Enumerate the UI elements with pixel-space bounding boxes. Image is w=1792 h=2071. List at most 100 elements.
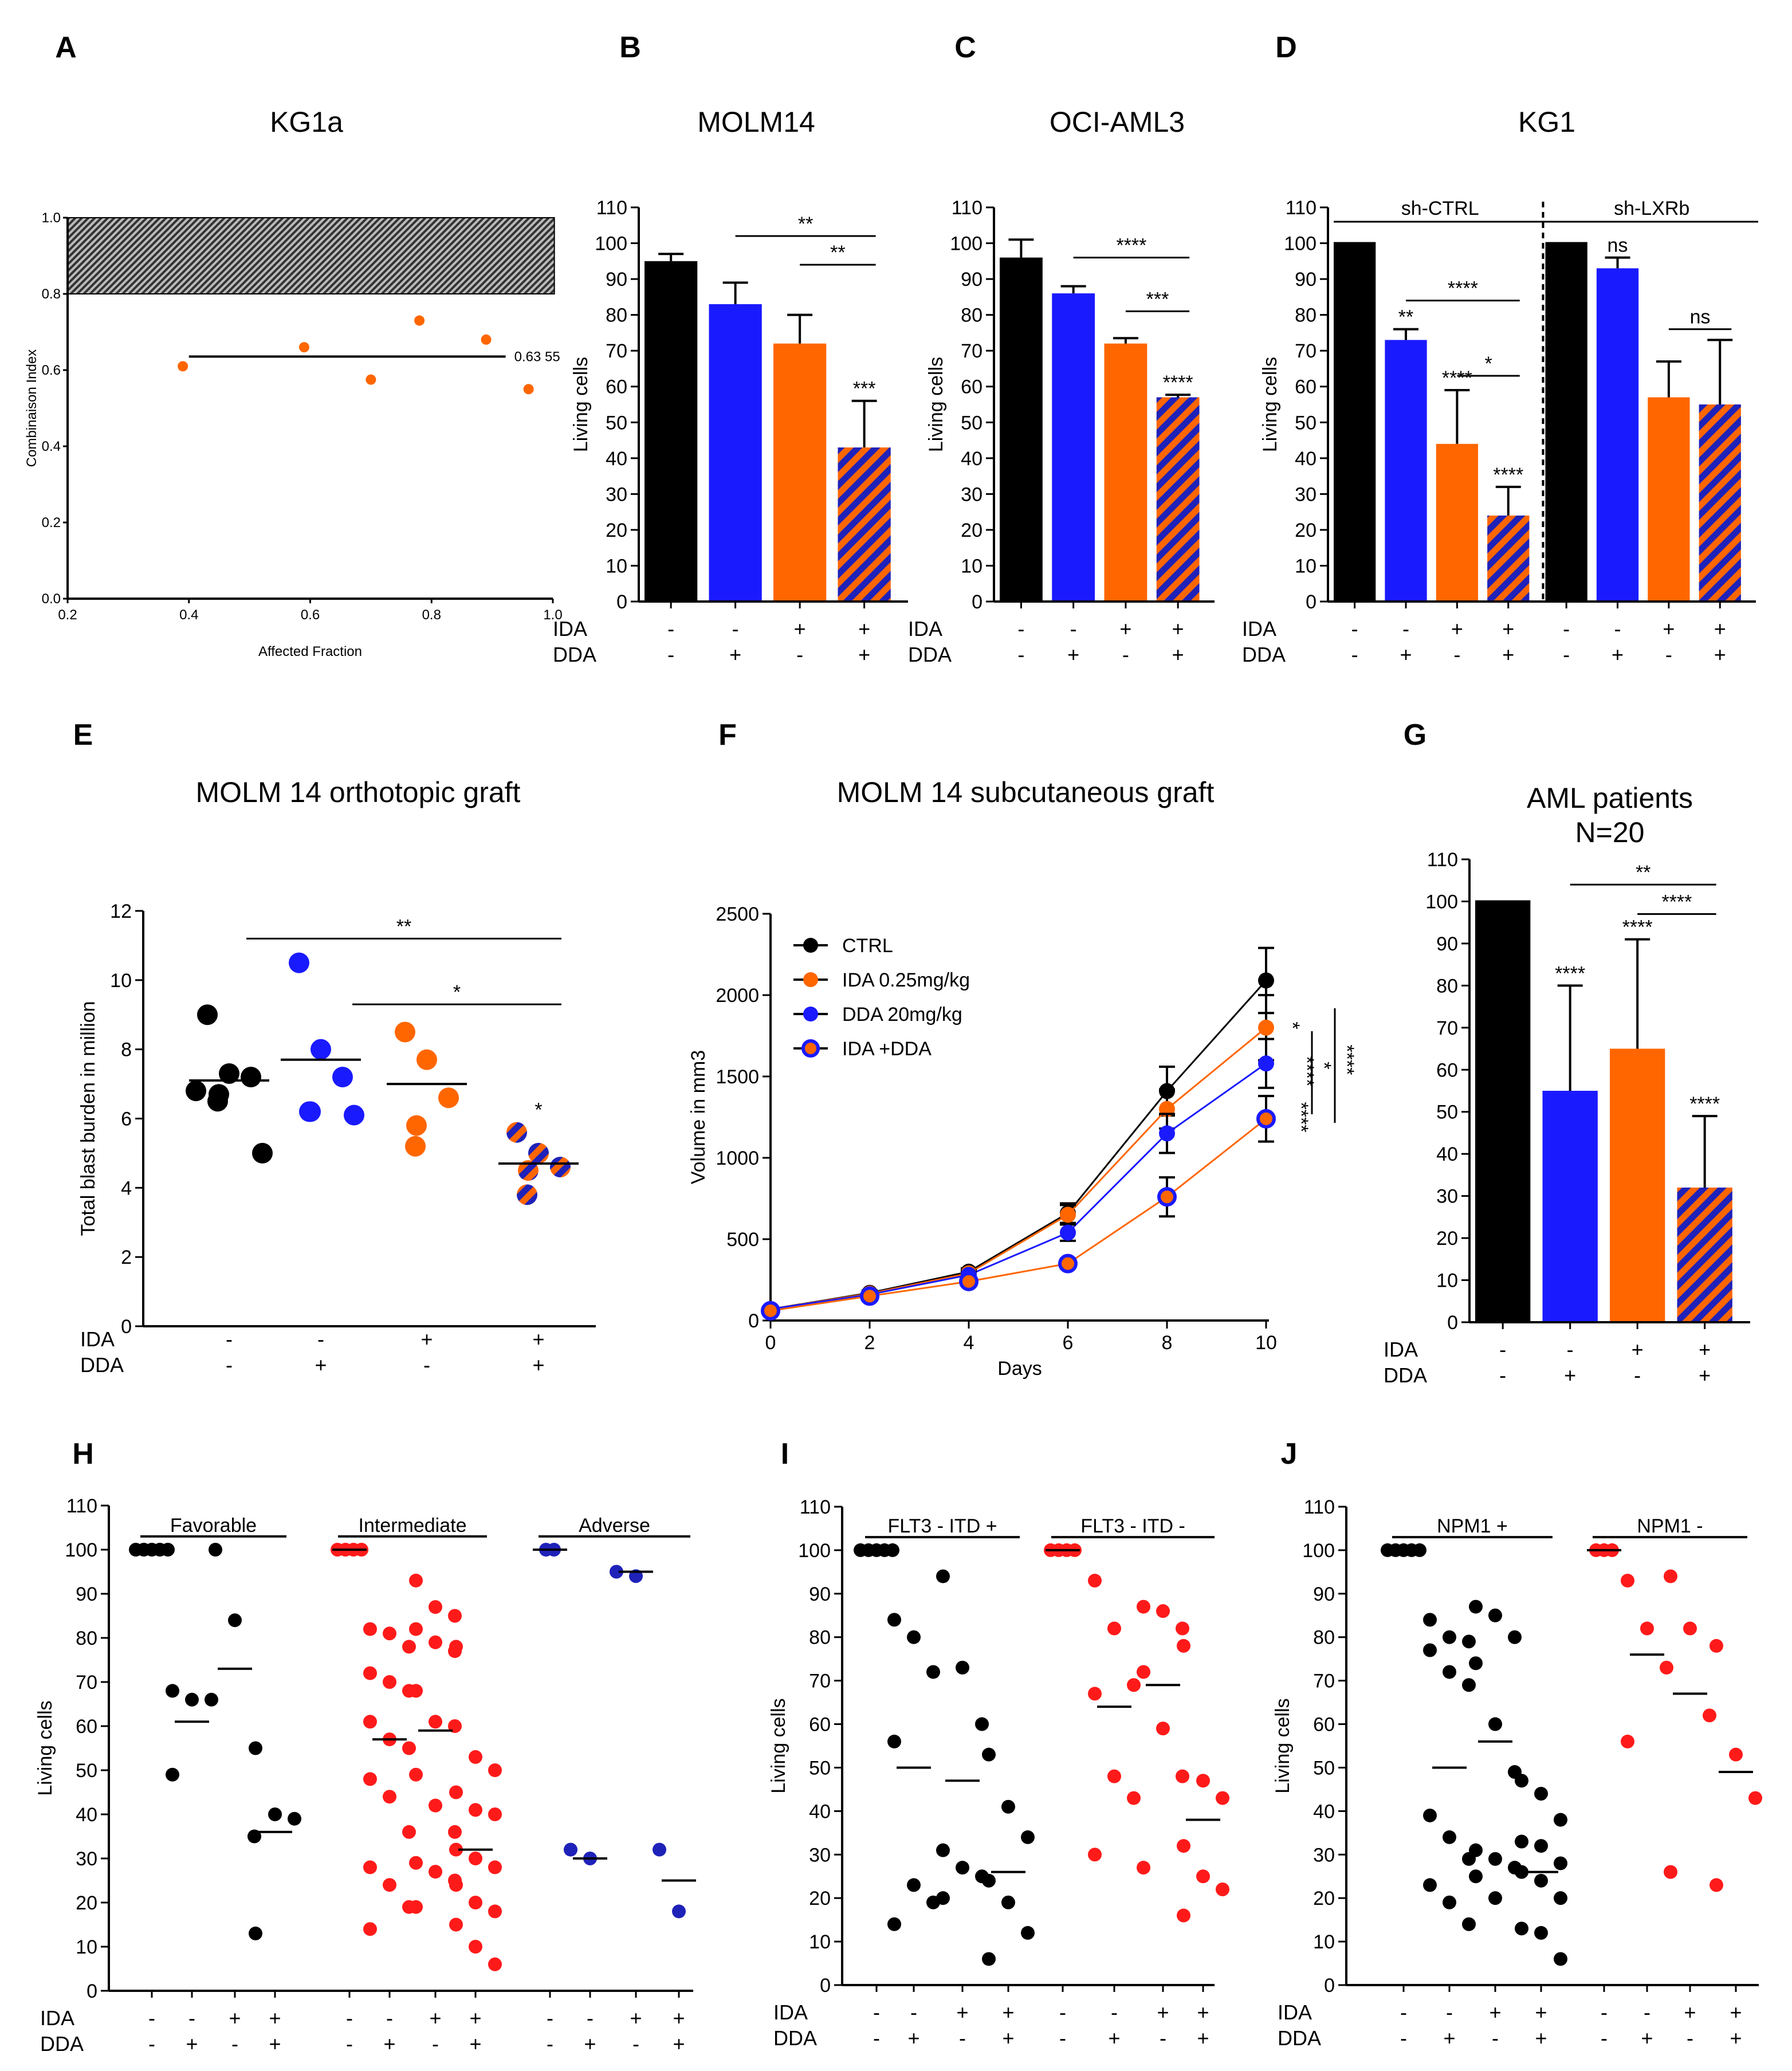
panel-E-point [332, 1067, 353, 1087]
panel-G-subtitle: N=20 [1575, 816, 1645, 848]
panel-I-point [1001, 1799, 1015, 1814]
panel-I-point [982, 1873, 996, 1888]
panel-H-point [166, 1767, 179, 1782]
panel-H-y-tick-label: 100 [65, 1539, 97, 1561]
panel-I-ida-sign: + [1157, 2001, 1169, 2024]
panel-H-y-tick-label: 110 [66, 1495, 97, 1517]
panel-I-dda-sign: - [1160, 2026, 1166, 2050]
panel-C-y-tick-label: 30 [961, 484, 983, 505]
panel-H-point [672, 1904, 686, 1919]
panel-J-point [1488, 1608, 1502, 1622]
panel-F-legend-label: DDA 20mg/kg [842, 1004, 962, 1025]
panel-J-point [1554, 1856, 1567, 1870]
panel-H-ida-sign: - [346, 2006, 353, 2030]
panel-J-y-tick-label: 50 [1313, 1757, 1335, 1779]
panel-F-y-tick-label: 1000 [716, 1148, 759, 1169]
panel-H-ida-sign: - [148, 2006, 155, 2030]
panel-C-ida-sign: + [1119, 617, 1131, 640]
panel-F-letter: F [718, 718, 737, 752]
panel-A-y-tick-label: 0.0 [42, 591, 61, 607]
panel-D-y-tick-label: 90 [1295, 269, 1317, 290]
panel-I-point [1177, 1638, 1190, 1653]
panel-A-point [366, 374, 376, 385]
panel-H-dda-sign: - [148, 2032, 155, 2056]
panel-D-bar [1385, 340, 1427, 602]
panel-J: J 0 10 20 30 40 50 60 70 80 90 100 110 Living cells NP… [1272, 1437, 1762, 2050]
panel-F-legend-marker [803, 972, 818, 987]
panel-E-y-tick-label: 10 [110, 970, 132, 992]
panel-E-title: MOLM 14 orthotopic graft [196, 776, 521, 808]
panel-E-point [518, 1160, 539, 1181]
panel-G-ida-sign: - [1499, 1338, 1506, 1361]
panel-H-dda-sign: - [231, 2032, 238, 2056]
panel-F-point [1159, 1125, 1175, 1142]
panel-D-row-label-ida: IDA [1242, 617, 1276, 640]
panel-I-point [1137, 1600, 1150, 1614]
panel-I-point [936, 1891, 950, 1905]
panel-G-ida-sign: - [1567, 1338, 1574, 1361]
panel-J-y-tick-label: 40 [1313, 1801, 1335, 1822]
panel-E-point [550, 1157, 571, 1178]
panel-F-point [1258, 1019, 1274, 1036]
panel-J-point [1443, 1895, 1456, 1909]
panel-H-point [488, 1763, 502, 1777]
panel-I-point [907, 1630, 921, 1644]
panel-J-y-tick-label: 110 [1304, 1496, 1335, 1518]
panel-D-row-label-dda: DDA [1242, 643, 1286, 666]
panel-D-ida-sign: - [1402, 617, 1409, 640]
panel-C-y-tick-label: 110 [952, 197, 983, 219]
panel-D-sig-label: ns [1690, 306, 1711, 328]
panel-J-ida-sign: + [1535, 2001, 1547, 2024]
panel-I-point [975, 1717, 989, 1731]
panel-J-dda-sign: - [1492, 2026, 1499, 2050]
panel-B-bar [709, 304, 762, 602]
panel-J-y-tick-label: 80 [1313, 1627, 1335, 1649]
panel-F-title: MOLM 14 subcutaneous graft [837, 776, 1215, 808]
panel-D-y-tick-label: 0 [1306, 591, 1317, 613]
panel-H-dda-sign: + [269, 2032, 281, 2056]
panel-D-ida-sign: + [1502, 617, 1514, 640]
panel-C-y-tick-label: 10 [961, 555, 983, 577]
panel-H-y-tick-label: 70 [76, 1672, 97, 1693]
panel-J-point [1423, 1808, 1437, 1822]
panel-J-point [1534, 1925, 1548, 1940]
panel-B-bar [773, 343, 827, 602]
panel-H-point [429, 1865, 442, 1879]
panel-J-ida-sign: - [1601, 2001, 1608, 2024]
panel-B-bar [645, 261, 698, 602]
panel-F-point [1060, 1224, 1076, 1241]
panel-H-y-tick-label: 20 [76, 1892, 97, 1914]
panel-H-point [449, 1878, 463, 1892]
panel-J-point [1443, 1830, 1456, 1844]
panel-F-xlabel: Days [997, 1358, 1042, 1380]
panel-I-point [907, 1878, 921, 1892]
panel-I-point [1127, 1678, 1141, 1692]
panel-A-x-tick-label: 0.6 [301, 607, 320, 623]
panel-D-y-tick-label: 10 [1295, 555, 1317, 577]
panel-I-point [936, 1569, 950, 1583]
panel-E: E MOLM 14 orthotopic graft 0 2 4 6 8 10 12 Total … [73, 718, 596, 1377]
panel-I-point [1196, 1774, 1210, 1788]
panel-C-bar [1104, 343, 1147, 602]
panel-H-ida-sign: + [630, 2006, 642, 2030]
panel-D-y-tick-label: 30 [1295, 484, 1317, 505]
panel-I-ida-sign: + [956, 2001, 968, 2024]
panel-F-x-tick-label: 4 [964, 1332, 974, 1354]
panel-G-row-label-ida: IDA [1384, 1338, 1418, 1361]
panel-B-y-tick-label: 110 [596, 197, 627, 219]
panel-C-y-tick-label: 60 [961, 376, 983, 398]
panel-I-y-tick-label: 40 [809, 1801, 831, 1822]
panel-H-point [363, 1666, 377, 1680]
panel-F-legend-marker [801, 1039, 820, 1058]
panel-C-letter: C [954, 31, 976, 64]
panel-H-group-label: Adverse [579, 1515, 650, 1536]
panel-A-point [414, 315, 425, 326]
panel-F-point [959, 1271, 978, 1291]
panel-B-bar-sig-label: *** [853, 378, 876, 400]
panel-I-dda-sign: + [1197, 2026, 1209, 2050]
panel-F-legend-label: CTRL [842, 935, 893, 957]
panel-H-point [402, 1640, 416, 1654]
panel-J-ida-sign: - [1446, 2001, 1453, 2024]
panel-C-y-tick-label: 20 [961, 520, 983, 541]
panel-H-ida-sign: - [547, 2006, 553, 2030]
